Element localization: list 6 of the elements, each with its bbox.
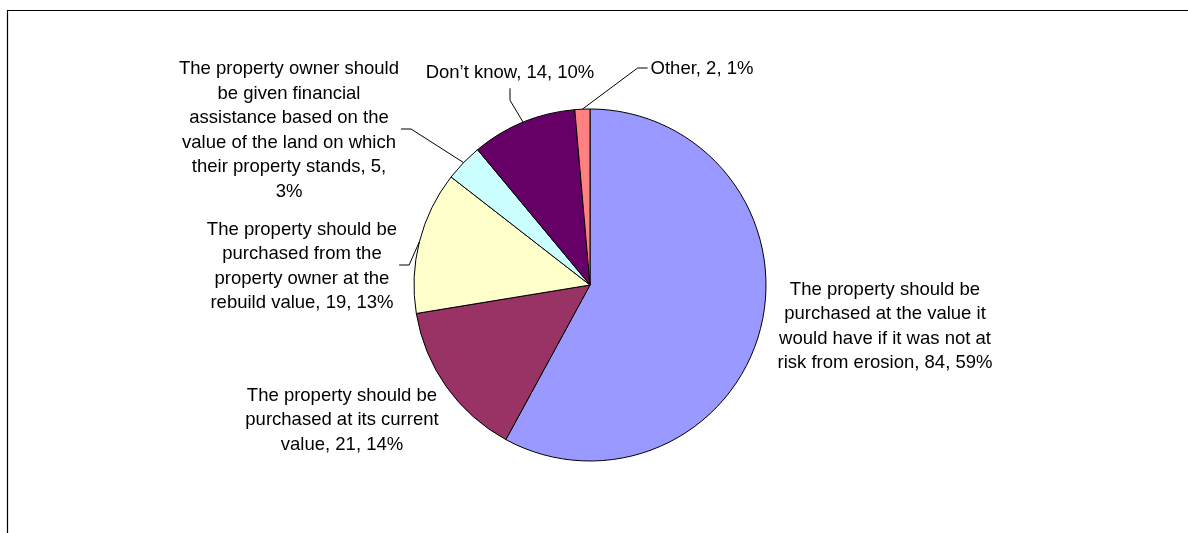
slice-label: The property should be purchased at its current value, 21, 14% (245, 383, 439, 455)
slice-label: Other, 2, 1% (650, 57, 754, 79)
slice-label: The property should be purchased at the value it would have if it was not at risk from erosion, 84, 59% (777, 277, 993, 373)
slice-label: The property should be purchased from the property owner at the rebuild value, 19, 13% (206, 217, 398, 313)
slice-label: The property owner should be given financial assistance based on the value of the land on which their property stands, 5, 3% (178, 56, 400, 201)
slice-label: Don’t know, 14, 10% (425, 61, 595, 83)
